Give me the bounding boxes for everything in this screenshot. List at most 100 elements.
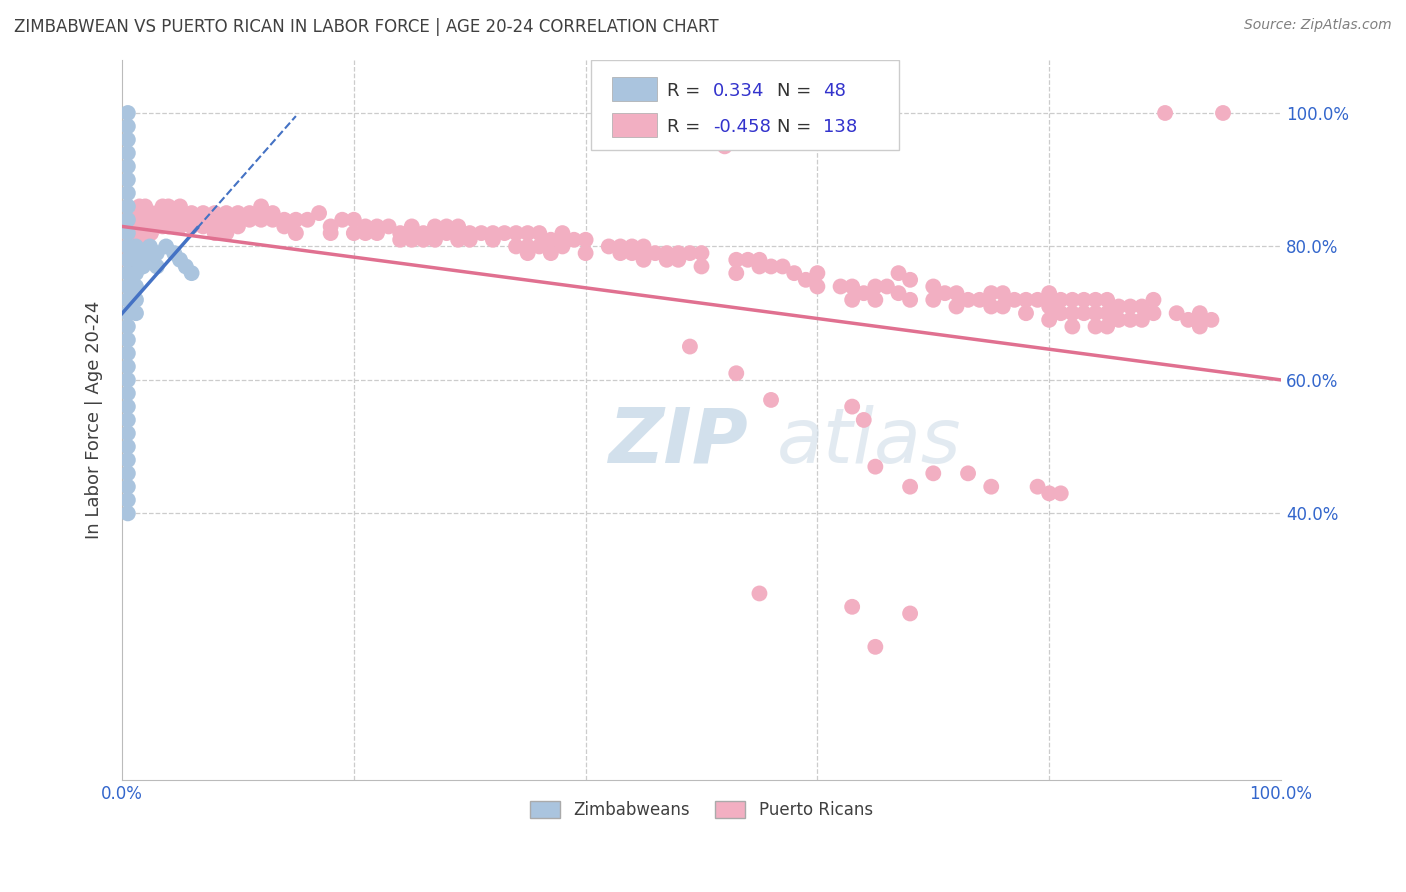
FancyBboxPatch shape (612, 77, 658, 102)
Point (117, 226, 139, 240)
Point (401, 219, 423, 234)
Point (117, 400, 139, 414)
Point (1201, 313, 1223, 327)
Point (516, 239, 538, 253)
Point (713, 139, 735, 153)
Point (725, 252, 748, 267)
Point (215, 206, 238, 220)
Point (725, 266, 748, 280)
Point (139, 219, 162, 234)
Point (157, 206, 180, 220)
Text: -0.458: -0.458 (713, 118, 770, 136)
Point (1084, 293, 1107, 307)
Point (1095, 319, 1118, 334)
Point (117, 293, 139, 307)
Point (772, 260, 794, 274)
Point (898, 273, 921, 287)
Point (620, 246, 643, 260)
Point (887, 286, 910, 301)
Point (132, 246, 155, 260)
Point (482, 226, 505, 240)
Point (117, 172, 139, 186)
Point (1038, 286, 1060, 301)
Point (748, 260, 770, 274)
Point (412, 226, 434, 240)
Point (122, 226, 145, 240)
Point (204, 206, 226, 220)
Point (215, 219, 238, 234)
Point (598, 239, 620, 253)
Point (204, 219, 226, 234)
Point (117, 120, 139, 134)
Point (505, 226, 527, 240)
Point (169, 199, 191, 213)
Point (633, 239, 655, 253)
Point (609, 239, 631, 253)
Point (1038, 486, 1060, 500)
Point (505, 239, 527, 253)
Text: 0.334: 0.334 (713, 81, 765, 100)
Point (169, 219, 191, 234)
Point (134, 212, 156, 227)
Point (1166, 306, 1188, 320)
Point (748, 252, 770, 267)
Point (841, 599, 863, 614)
Point (122, 212, 145, 227)
Point (679, 246, 702, 260)
Text: Source: ZipAtlas.com: Source: ZipAtlas.com (1244, 18, 1392, 32)
Point (1084, 306, 1107, 320)
Point (122, 252, 145, 267)
Point (1015, 306, 1038, 320)
Point (794, 273, 817, 287)
Point (125, 239, 148, 253)
Point (980, 300, 1002, 314)
Point (117, 212, 139, 227)
Point (117, 252, 139, 267)
Point (898, 293, 921, 307)
Point (991, 300, 1014, 314)
Point (366, 226, 388, 240)
Point (117, 266, 139, 280)
Text: 48: 48 (823, 81, 846, 100)
Point (1142, 306, 1164, 320)
Point (458, 233, 481, 247)
Point (117, 212, 139, 227)
Point (128, 199, 150, 213)
Point (354, 219, 377, 234)
Point (609, 246, 631, 260)
Point (117, 346, 139, 360)
Point (354, 226, 377, 240)
Point (529, 226, 551, 240)
Point (922, 279, 945, 293)
Point (516, 246, 538, 260)
Point (157, 219, 180, 234)
Point (117, 319, 139, 334)
Point (139, 212, 162, 227)
Point (1073, 293, 1095, 307)
Point (139, 226, 162, 240)
FancyBboxPatch shape (592, 60, 898, 150)
Point (117, 306, 139, 320)
Point (157, 212, 180, 227)
Point (180, 206, 202, 220)
Point (117, 106, 139, 120)
Point (1084, 319, 1107, 334)
Point (945, 286, 967, 301)
Point (922, 467, 945, 481)
Point (155, 239, 177, 253)
Point (633, 252, 655, 267)
Point (125, 293, 148, 307)
Point (146, 260, 169, 274)
Point (1108, 300, 1130, 314)
Point (655, 246, 678, 260)
Point (1095, 293, 1118, 307)
Point (117, 133, 139, 147)
Point (551, 226, 574, 240)
Point (551, 239, 574, 253)
Point (343, 226, 366, 240)
Point (980, 480, 1002, 494)
Point (1026, 480, 1049, 494)
Point (482, 233, 505, 247)
Point (117, 226, 139, 240)
Point (128, 226, 150, 240)
